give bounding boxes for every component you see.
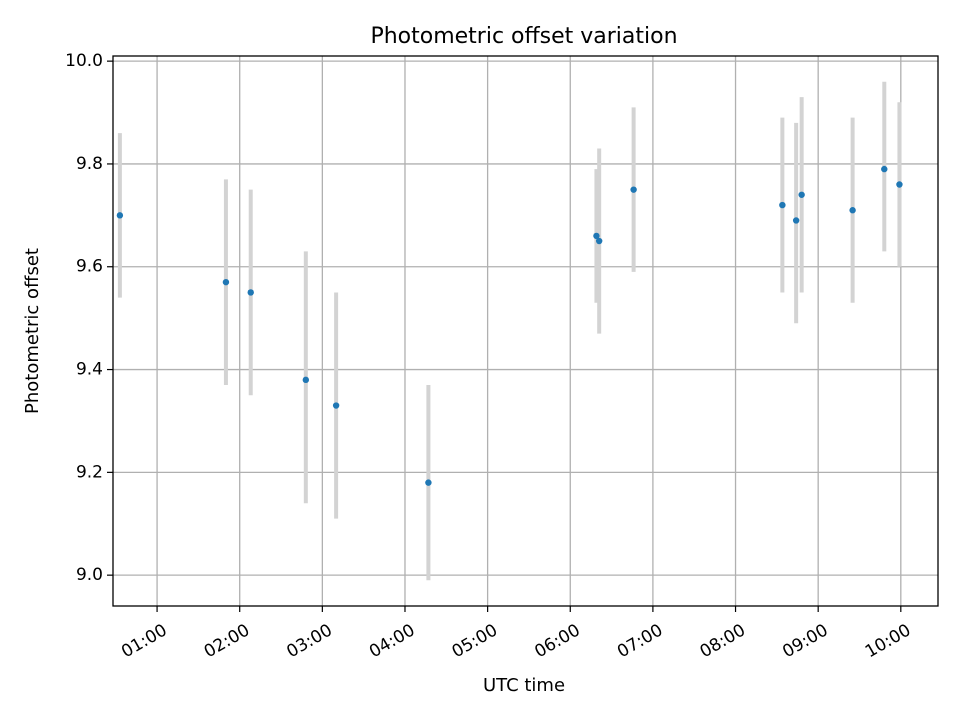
plot-area-frame (112, 55, 939, 607)
data-point (332, 402, 340, 409)
x-tick-label: 05:00 (449, 620, 501, 662)
data-point (881, 165, 888, 173)
y-tick-label: 9.0 (76, 565, 103, 585)
x-tick-label: 08:00 (697, 620, 749, 662)
x-tick-label: 03:00 (283, 620, 335, 662)
data-point (222, 278, 230, 286)
data-point (798, 191, 805, 198)
data-point (116, 212, 124, 219)
data-point (630, 186, 637, 193)
data-point (595, 237, 603, 245)
data-point (792, 217, 800, 224)
y-tick-label: 9.8 (76, 154, 103, 174)
x-tick-label: 02:00 (201, 620, 253, 662)
data-point (779, 201, 786, 209)
x-tick-label: 07:00 (614, 620, 666, 662)
y-tick-label: 9.6 (76, 257, 103, 277)
y-axis-label: Photometric offset (22, 248, 43, 414)
data-points (116, 165, 903, 486)
chart-title: Photometric offset variation (370, 24, 677, 49)
data-point (849, 207, 856, 214)
x-tick-label: 01:00 (118, 620, 170, 662)
x-tick-label: 09:00 (779, 620, 831, 662)
data-point (425, 479, 432, 486)
y-tick-label: 10.0 (65, 51, 103, 71)
data-point (593, 232, 600, 240)
x-tick-label: 10:00 (862, 620, 914, 662)
y-tick-label: 9.2 (76, 462, 103, 482)
data-point (896, 181, 903, 188)
x-axis-ticks: 01:00 02:00 03:00 04:00 05:00 06:00 07:00 08:00… (118, 606, 914, 662)
y-tick-label: 9.4 (76, 360, 103, 380)
x-tick-label: 06:00 (531, 620, 583, 662)
grid (113, 56, 938, 606)
data-point (247, 289, 254, 296)
y-axis-ticks: 9.0 9.2 9.4 9.6 9.8 10.0 (65, 51, 113, 585)
x-tick-label: 04:00 (366, 620, 418, 662)
x-axis-label: UTC time (483, 675, 565, 696)
error-bars (117, 81, 902, 581)
data-point (302, 376, 310, 384)
